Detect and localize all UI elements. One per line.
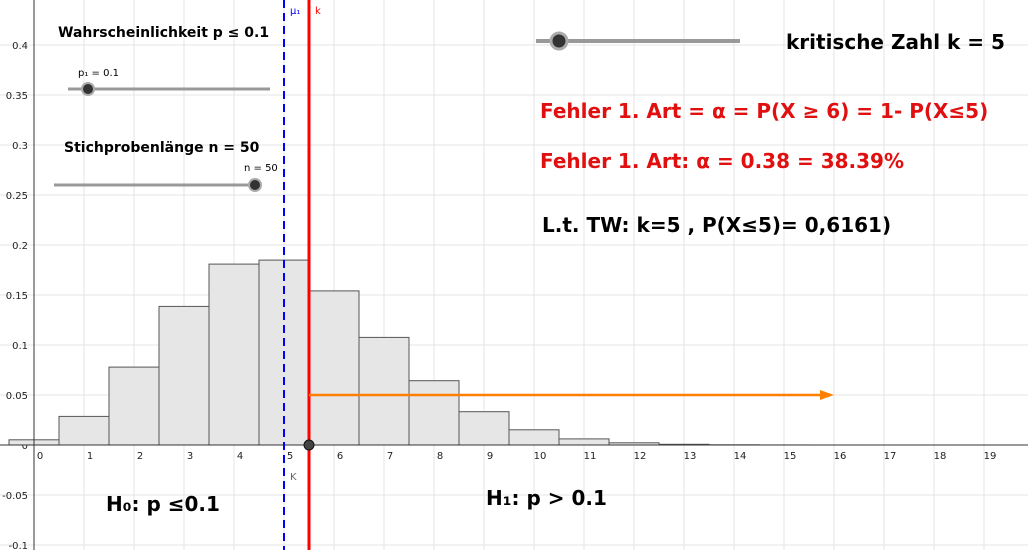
formula-text: Fehler 1. Art = α = P(X ≥ 6) = 1- P(X≤5) xyxy=(540,99,988,123)
x-tick-label: 15 xyxy=(784,451,797,462)
line-foot-label: K xyxy=(290,472,297,483)
bar xyxy=(458,411,510,446)
slider-label: n = 50 xyxy=(244,163,278,174)
y-tick-label: 0 xyxy=(22,441,28,452)
x-tick-label: 18 xyxy=(934,451,947,462)
slider-title: Stichprobenlänge n = 50 xyxy=(64,140,260,156)
bar xyxy=(208,263,260,446)
y-tick-label: 0.05 xyxy=(6,391,28,402)
x-tick-label: 5 xyxy=(287,451,293,462)
slider-knob[interactable] xyxy=(81,82,95,96)
y-tick-label: -0.05 xyxy=(2,491,28,502)
x-tick-label: 2 xyxy=(137,451,143,462)
slider-label: p₁ = 0.1 xyxy=(78,68,119,79)
line-label: μ₁ xyxy=(290,6,300,17)
point xyxy=(303,439,315,451)
x-tick-label: 13 xyxy=(684,451,697,462)
y-tick-label: -0.1 xyxy=(8,541,28,550)
y-tick-label: 0.25 xyxy=(6,191,28,202)
y-tick-label: 0.4 xyxy=(12,41,28,52)
x-tick-label: 8 xyxy=(437,451,443,462)
bar xyxy=(58,415,110,446)
x-tick-label: 1 xyxy=(87,451,93,462)
slider-knob[interactable] xyxy=(248,178,262,192)
bar xyxy=(308,290,360,446)
y-tick-label: 0.35 xyxy=(6,91,28,102)
y-tick-label: 0.2 xyxy=(12,241,28,252)
result-text: Fehler 1. Art: α = 0.38 = 38.39% xyxy=(540,149,904,173)
x-tick-label: 9 xyxy=(487,451,493,462)
bar xyxy=(508,429,560,446)
y-tick-label: 0.1 xyxy=(12,341,28,352)
arrow-head xyxy=(820,390,834,400)
line-label: k xyxy=(315,6,321,17)
x-tick-label: 6 xyxy=(337,451,343,462)
slider-knob[interactable] xyxy=(549,31,569,51)
table-text: L.t. TW: k=5 , P(X≤5)= 0,6161) xyxy=(542,213,891,237)
hypothesis: H₀: p ≤0.1 xyxy=(106,492,220,516)
x-tick-label: 19 xyxy=(984,451,997,462)
x-tick-label: 7 xyxy=(387,451,393,462)
x-tick-label: 4 xyxy=(237,451,243,462)
bar xyxy=(158,305,210,446)
x-tick-label: 0 xyxy=(37,451,43,462)
y-tick-label: 0.15 xyxy=(6,291,28,302)
x-tick-label: 3 xyxy=(187,451,193,462)
hypothesis: H₁: p > 0.1 xyxy=(486,486,607,510)
y-tick-label: 0.3 xyxy=(12,141,28,152)
bar xyxy=(358,336,410,446)
bar xyxy=(408,380,460,446)
x-tick-label: 11 xyxy=(584,451,597,462)
x-tick-label: 12 xyxy=(634,451,647,462)
x-tick-label: 17 xyxy=(884,451,897,462)
x-tick-label: 16 xyxy=(834,451,847,462)
x-tick-label: 10 xyxy=(534,451,547,462)
slider-title: kritische Zahl k = 5 xyxy=(786,30,1005,54)
bar xyxy=(108,366,160,446)
x-tick-label: 14 xyxy=(734,451,747,462)
slider-title: Wahrscheinlichkeit p ≤ 0.1 xyxy=(58,25,269,41)
bar xyxy=(558,438,610,446)
